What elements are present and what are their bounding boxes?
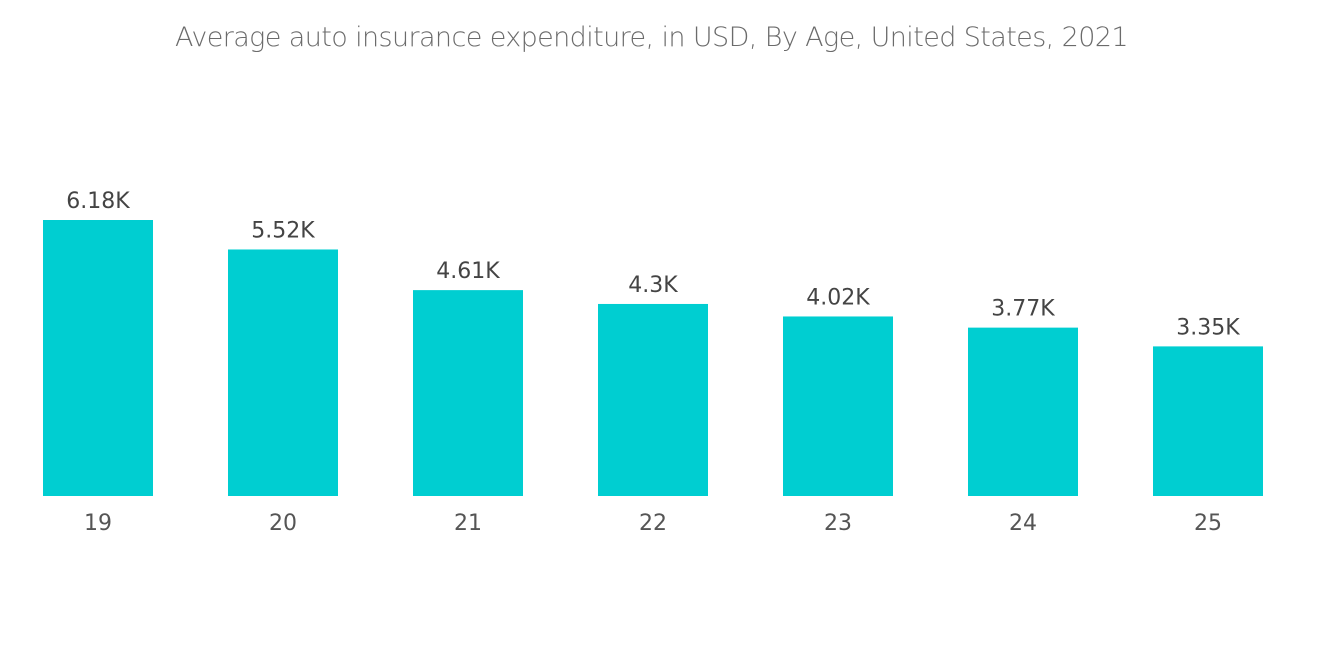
chart-title: Average auto insurance expenditure, in U… <box>175 22 1129 53</box>
data-label-19: 6.18K <box>66 189 130 214</box>
x-tick-label-23: 23 <box>824 511 852 536</box>
data-label-22: 4.3K <box>628 273 678 298</box>
x-tick-label-25: 25 <box>1194 511 1222 536</box>
x-tick-label-24: 24 <box>1009 511 1037 536</box>
bar-22 <box>598 303 708 496</box>
x-tick-label-19: 19 <box>84 511 112 536</box>
x-tick-label-22: 22 <box>639 511 667 536</box>
bar-24 <box>968 327 1078 496</box>
x-tick-label-21: 21 <box>454 511 482 536</box>
data-label-24: 3.77K <box>991 297 1055 322</box>
x-tick-label-20: 20 <box>269 511 297 536</box>
data-labels-group: 6.18K 5.52K 4.61K 4.3K 4.02K 3.77K 3.35K <box>66 189 1240 340</box>
data-label-21: 4.61K <box>436 259 500 284</box>
bar-21 <box>413 290 523 496</box>
bar-23 <box>783 316 893 496</box>
x-axis-ticks: 19 20 21 22 23 24 25 <box>84 511 1222 536</box>
data-label-20: 5.52K <box>251 218 315 243</box>
bar-19 <box>43 220 153 496</box>
data-label-23: 4.02K <box>806 285 870 310</box>
bars-group <box>43 220 1263 496</box>
bar-20 <box>228 249 338 496</box>
data-label-25: 3.35K <box>1176 315 1240 340</box>
bar-25 <box>1153 346 1263 496</box>
